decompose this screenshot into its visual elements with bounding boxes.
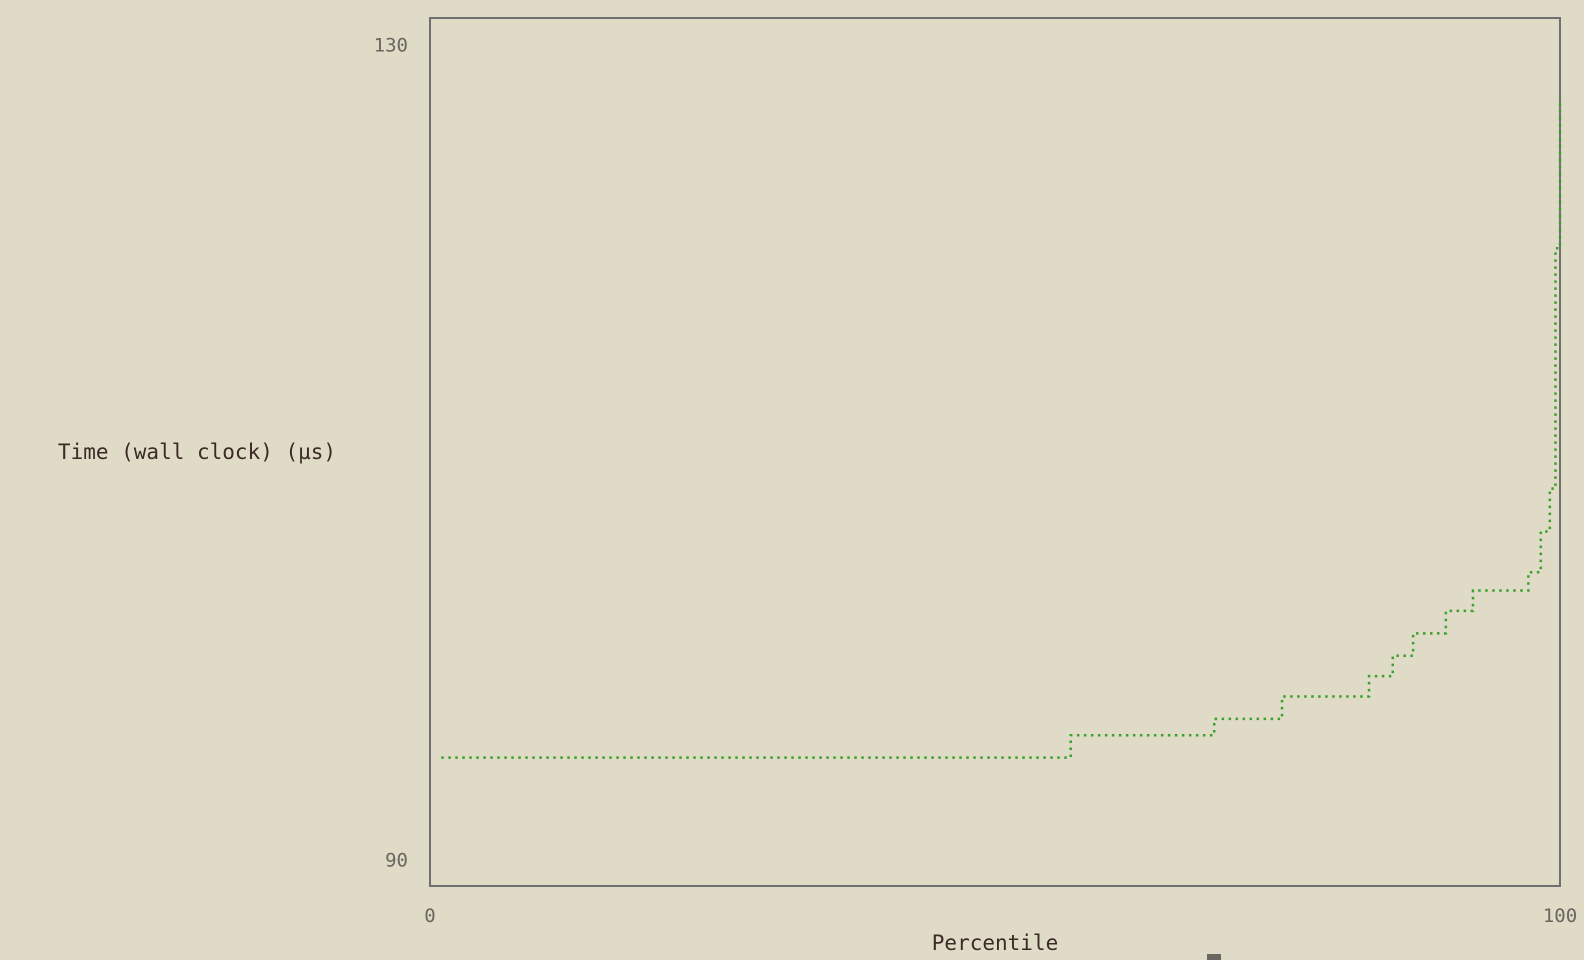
x-axis-label: Percentile (932, 931, 1058, 955)
series-line (441, 97, 1562, 759)
y-tick-label: 90 (385, 850, 408, 872)
scroll-marker (1207, 954, 1221, 960)
x-tick-label: 0 (424, 905, 435, 927)
clipped-title-fragment: ‾ (110, 0, 123, 1)
y-axis-label: Time (wall clock) (µs) (58, 440, 336, 464)
y-tick-label: 130 (374, 34, 408, 56)
x-tick-label: 100 (1543, 905, 1577, 927)
series-layer (441, 97, 1562, 759)
tick-layer: 0 100 90 130 (374, 34, 1577, 927)
plot-frame (429, 17, 1561, 887)
